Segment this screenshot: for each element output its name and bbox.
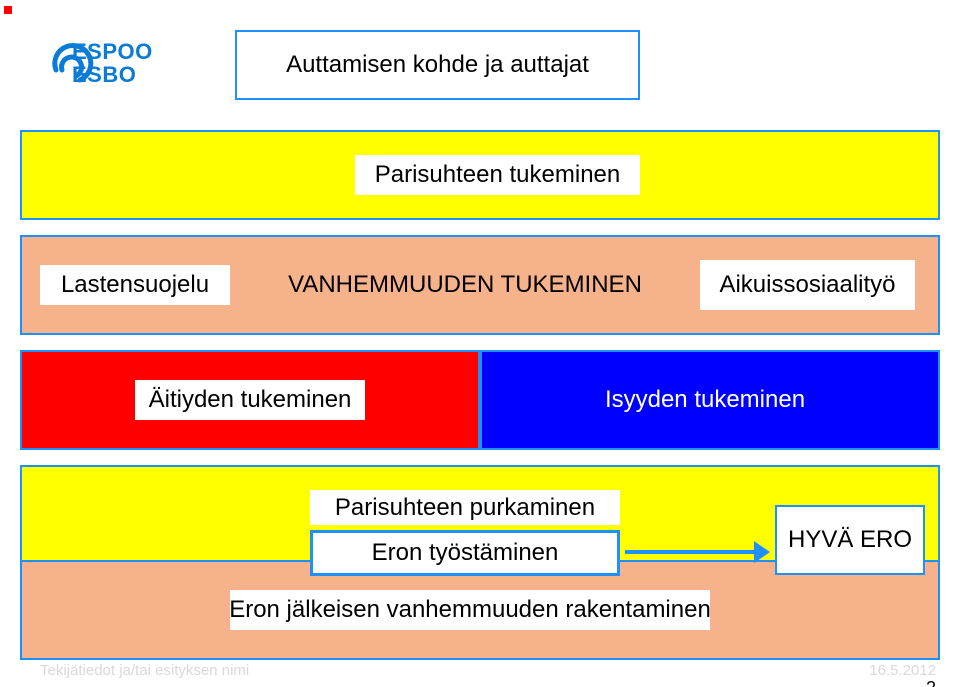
espoo-logo-text: ESPOO ESBO	[72, 40, 153, 86]
vanhemmuuden-text: VANHEMMUUDEN TUKEMINEN	[288, 271, 642, 299]
eron-tyostaminen-box: Eron työstäminen	[310, 530, 620, 576]
page-number: 2	[926, 678, 936, 687]
aikuissosiaalityo-text: Aikuissosiaalityö	[719, 271, 895, 299]
lastensuojelu-text: Lastensuojelu	[61, 271, 209, 299]
logo-line-2: ESBO	[72, 63, 153, 86]
footer-date: 16.5.2012	[869, 662, 936, 679]
corner-marker	[4, 6, 12, 14]
aitiyden-text: Äitiyden tukeminen	[149, 386, 352, 414]
logo-line-1: ESPOO	[72, 40, 153, 63]
footer-left: Tekijätiedot ja/tai esityksen nimi	[40, 662, 249, 679]
isyyden-label: Isyyden tukeminen	[560, 380, 850, 420]
parisuhteen-tukeminen-text: Parisuhteen tukeminen	[375, 161, 620, 189]
isyyden-text: Isyyden tukeminen	[605, 386, 805, 414]
lastensuojelu-label: Lastensuojelu	[40, 265, 230, 305]
footer-right: 16.5.2012	[869, 662, 936, 679]
eron-jalkeisen-label: Eron jälkeisen vanhemmuuden rakentaminen	[230, 590, 710, 630]
aikuissosiaalityo-label: Aikuissosiaalityö	[700, 260, 915, 310]
parisuhteen-purkaminen-text: Parisuhteen purkaminen	[335, 494, 595, 522]
parisuhteen-tukeminen-label: Parisuhteen tukeminen	[355, 155, 640, 195]
parisuhteen-purkaminen-label: Parisuhteen purkaminen	[310, 490, 620, 525]
eron-tyostaminen-text: Eron työstäminen	[372, 539, 559, 567]
aitiyden-label: Äitiyden tukeminen	[135, 380, 365, 420]
title-box: Auttamisen kohde ja auttajat	[235, 30, 640, 100]
vanhemmuuden-label: VANHEMMUUDEN TUKEMINEN	[280, 265, 650, 305]
title-text: Auttamisen kohde ja auttajat	[286, 51, 589, 79]
hyva-ero-box: HYVÄ ERO	[775, 505, 925, 575]
hyva-ero-text: HYVÄ ERO	[788, 526, 912, 554]
eron-jalkeisen-text: Eron jälkeisen vanhemmuuden rakentaminen	[229, 596, 711, 624]
